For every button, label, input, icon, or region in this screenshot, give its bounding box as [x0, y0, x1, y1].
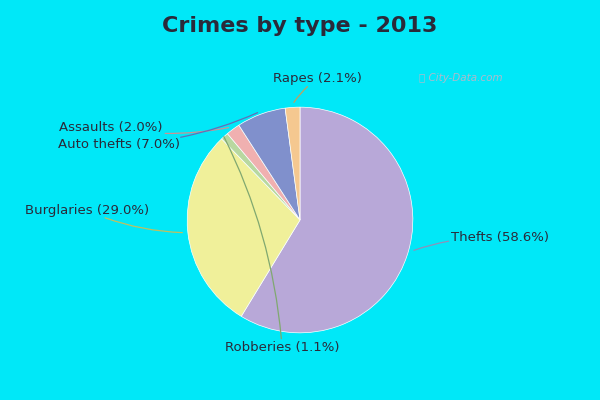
- Text: Burglaries (29.0%): Burglaries (29.0%): [25, 204, 182, 233]
- Text: Crimes by type - 2013: Crimes by type - 2013: [163, 16, 437, 36]
- Wedge shape: [239, 108, 300, 220]
- Wedge shape: [285, 107, 300, 220]
- Text: ⓘ City-Data.com: ⓘ City-Data.com: [419, 73, 502, 83]
- Text: Robberies (1.1%): Robberies (1.1%): [224, 137, 340, 354]
- Wedge shape: [187, 139, 300, 316]
- Wedge shape: [227, 125, 300, 220]
- Wedge shape: [221, 134, 300, 220]
- Text: Rapes (2.1%): Rapes (2.1%): [274, 72, 362, 102]
- Text: Auto thefts (7.0%): Auto thefts (7.0%): [58, 113, 257, 151]
- Text: Thefts (58.6%): Thefts (58.6%): [414, 231, 550, 250]
- Wedge shape: [241, 107, 413, 333]
- Text: Assaults (2.0%): Assaults (2.0%): [59, 121, 229, 134]
